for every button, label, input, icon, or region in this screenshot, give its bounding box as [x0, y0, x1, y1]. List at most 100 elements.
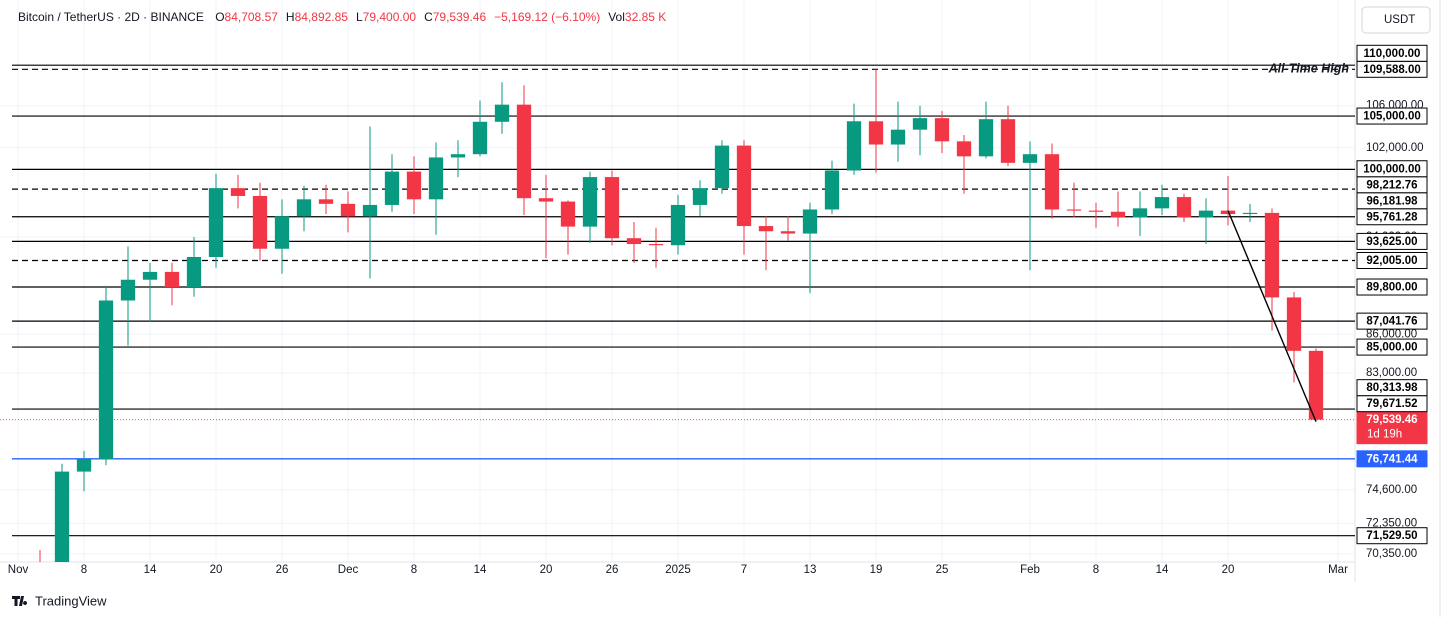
x-tick-label: 8 [1093, 564, 1099, 576]
candle-body [648, 244, 664, 246]
candle-body [494, 104, 510, 122]
price-label: 80,313.98 [1366, 382, 1418, 394]
candle-body [230, 188, 246, 196]
candle-body [516, 104, 532, 199]
x-tick-label: 14 [144, 564, 157, 576]
plot [0, 64, 1355, 594]
price-axis: 106,000.00102,000.0094,000.0086,000.0083… [1356, 44, 1428, 560]
candle-body [1132, 208, 1148, 218]
y-tick-label: 102,000.00 [1366, 142, 1424, 154]
x-tick-label: 2025 [665, 564, 691, 576]
candle-body [670, 204, 686, 246]
x-tick-label: 25 [936, 564, 949, 576]
price-label: 100,000.00 [1363, 163, 1421, 175]
candle-body [1242, 212, 1258, 215]
field-value: 79,400.00 [362, 10, 417, 24]
field-key: C [424, 10, 433, 24]
candle-body [274, 216, 290, 249]
countdown: 1d 19h [1367, 429, 1402, 441]
candle-body [252, 195, 268, 249]
candle-body [142, 271, 158, 280]
candle-body [538, 198, 554, 202]
candle-body [1000, 119, 1016, 163]
candle-body [560, 201, 576, 227]
price-label-box [1356, 450, 1428, 468]
candle-body [582, 177, 598, 227]
price-label-box [1356, 44, 1428, 62]
y-tick-label: 86,000.00 [1366, 328, 1417, 340]
price-label-box [1356, 527, 1428, 545]
field-value: 79,539.46 [432, 10, 487, 24]
candle-body [33, 580, 47, 594]
price-label: 87,041.76 [1366, 316, 1417, 328]
field-value: 84,892.85 [294, 10, 348, 24]
candle-body [1308, 350, 1324, 420]
candle-body [1176, 197, 1192, 218]
x-tick-label: Mar [1328, 564, 1348, 576]
candle-body [120, 279, 136, 301]
candle-body [780, 231, 796, 234]
candle-body [384, 171, 400, 205]
candle-body [186, 256, 202, 288]
x-tick-label: 26 [276, 564, 289, 576]
currency-button[interactable] [1361, 6, 1431, 34]
price-label-box [1356, 411, 1428, 445]
candle-body [890, 129, 906, 145]
y-tick-label: 74,600.00 [1366, 484, 1417, 496]
candle-body [956, 141, 972, 157]
symbol: Bitcoin / TetherUS · 2D · BINANCE [18, 10, 204, 24]
currency[interactable]: USDT [1384, 14, 1415, 26]
candle-body [758, 226, 774, 232]
candle-body [714, 145, 730, 189]
field-key: Vol [608, 10, 625, 24]
candle-body [846, 121, 862, 171]
price-label-box [1356, 338, 1428, 356]
field-key: H [285, 10, 295, 24]
candle-body [1066, 209, 1082, 211]
x-tick-label: 20 [1222, 564, 1235, 576]
candle-body [802, 209, 818, 234]
price-label: 93,625.00 [1366, 236, 1417, 248]
price-label-box [1356, 160, 1428, 178]
field-key: L [355, 10, 363, 24]
candle-body [76, 459, 92, 472]
y-tick-label: 70,350.00 [1366, 548, 1417, 560]
grid [0, 0, 1355, 562]
price-label-box [1356, 379, 1428, 397]
candle-body [912, 118, 928, 130]
x-tick-label: Nov [8, 564, 29, 576]
x-tick-label: 13 [804, 564, 817, 576]
price-label: 95,761.28 [1366, 211, 1418, 223]
candle-body [736, 145, 752, 227]
price-label: 76,741.44 [1366, 453, 1418, 465]
x-tick-label: 8 [81, 564, 87, 576]
y-tick-label: 83,000.00 [1366, 367, 1417, 379]
price-label: 109,588.00 [1363, 64, 1421, 76]
level-note: All-Time High [1268, 62, 1350, 76]
candle-body [362, 204, 378, 217]
candle-body [406, 171, 422, 200]
candle-body [978, 119, 994, 157]
candle-body [1286, 297, 1302, 351]
candle-body [626, 238, 642, 245]
price-label: 71,529.50 [1366, 530, 1417, 542]
candle-body [296, 199, 312, 217]
candle-body [472, 121, 488, 155]
candle-body [934, 118, 950, 142]
candle-body [868, 121, 884, 145]
candle-body [1198, 210, 1214, 218]
x-tick-label: 8 [411, 564, 417, 576]
candle-body [340, 203, 356, 217]
x-tick-label: 19 [870, 564, 883, 576]
field-value: 32.85 K [624, 10, 667, 24]
price-label-box [1356, 278, 1428, 296]
candle-body [318, 199, 334, 204]
x-tick-label: 14 [1156, 564, 1169, 576]
trend-line [1227, 210, 1317, 422]
candle-body [824, 170, 840, 210]
price-label: 79,671.52 [1366, 398, 1417, 410]
x-tick-label: Feb [1020, 564, 1040, 576]
x-tick-label: 7 [741, 564, 747, 576]
